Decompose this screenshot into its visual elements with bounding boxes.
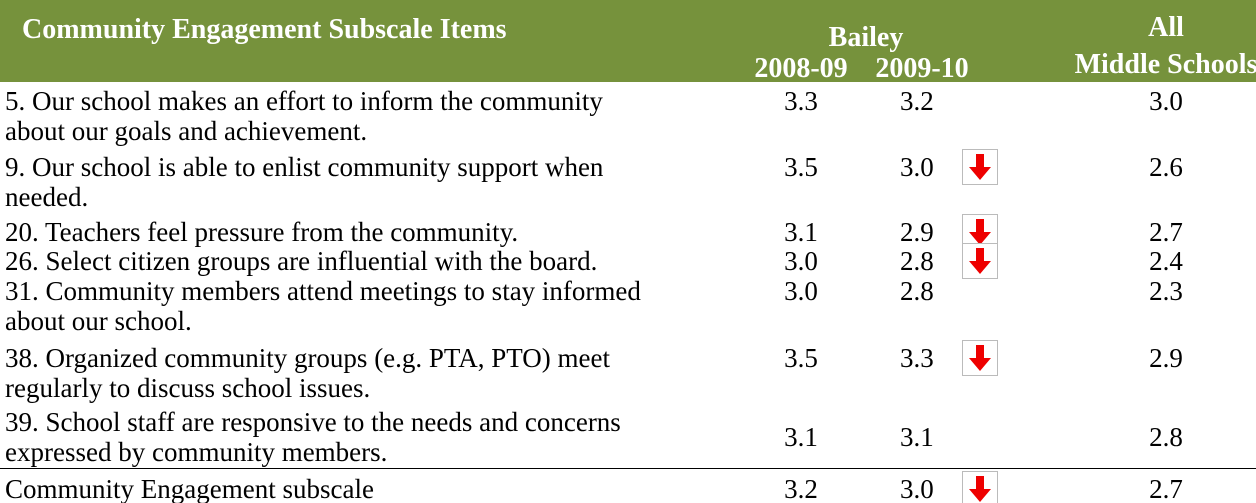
item-text: about our goals and achievement. [5,116,368,146]
cell-value: 3.0 [1149,86,1183,116]
cell-value: 2.8 [900,276,934,306]
cell-value: 3.1 [784,422,818,452]
header-band [0,0,1256,82]
cell-value: 2.9 [1149,343,1183,373]
comparison-header: Middle Schools [1074,49,1256,80]
decline-arrow [962,340,998,376]
item-text: 26. Select citizen groups are influentia… [5,246,598,276]
cell-value: 3.3 [784,86,818,116]
cell-value: 2.3 [1149,276,1183,306]
decline-arrow [962,471,998,503]
year-header: 2009-10 [875,53,969,84]
item-text: 31. Community members attend meetings to… [5,276,641,306]
item-text: 39. School staff are responsive to the n… [5,407,621,437]
item-text: needed. [5,182,89,212]
item-text: about our school. [5,306,192,336]
decline-arrow [962,149,998,185]
cell-value: 2.7 [1149,474,1183,503]
item-text: 9. Our school is able to enlist communit… [5,152,604,182]
item-text: 38. Organized community groups (e.g. PTA… [5,343,610,373]
decline-arrow [962,243,998,279]
column-title: Community Engagement Subscale Items [22,14,507,45]
cell-value: 3.1 [900,422,934,452]
item-text: 5. Our school makes an effort to inform … [5,86,603,116]
school-name: Bailey [828,22,904,53]
cell-value: 3.0 [900,152,934,182]
item-text: 20. Teachers feel pressure from the comm… [5,217,519,247]
cell-value: 2.7 [1149,217,1183,247]
cell-value: 2.9 [900,217,934,247]
cell-value: 3.5 [784,343,818,373]
cell-value: 3.3 [900,343,934,373]
item-text: expressed by community members. [5,437,388,467]
cell-value: 3.0 [900,474,934,503]
item-text: Community Engagement subscale [5,474,374,503]
cell-value: 2.4 [1149,246,1183,276]
cell-value: 2.8 [900,246,934,276]
comparison-header: All [1148,12,1184,43]
cell-value: 2.6 [1149,152,1183,182]
cell-value: 3.0 [784,246,818,276]
separator [0,468,1256,469]
cell-value: 3.0 [784,276,818,306]
year-header: 2008-09 [754,53,848,84]
cell-value: 3.5 [784,152,818,182]
item-text: regularly to discuss school issues. [5,373,371,403]
cell-value: 3.1 [784,217,818,247]
cell-value: 3.2 [784,474,818,503]
cell-value: 3.2 [900,86,934,116]
cell-value: 2.8 [1149,422,1183,452]
